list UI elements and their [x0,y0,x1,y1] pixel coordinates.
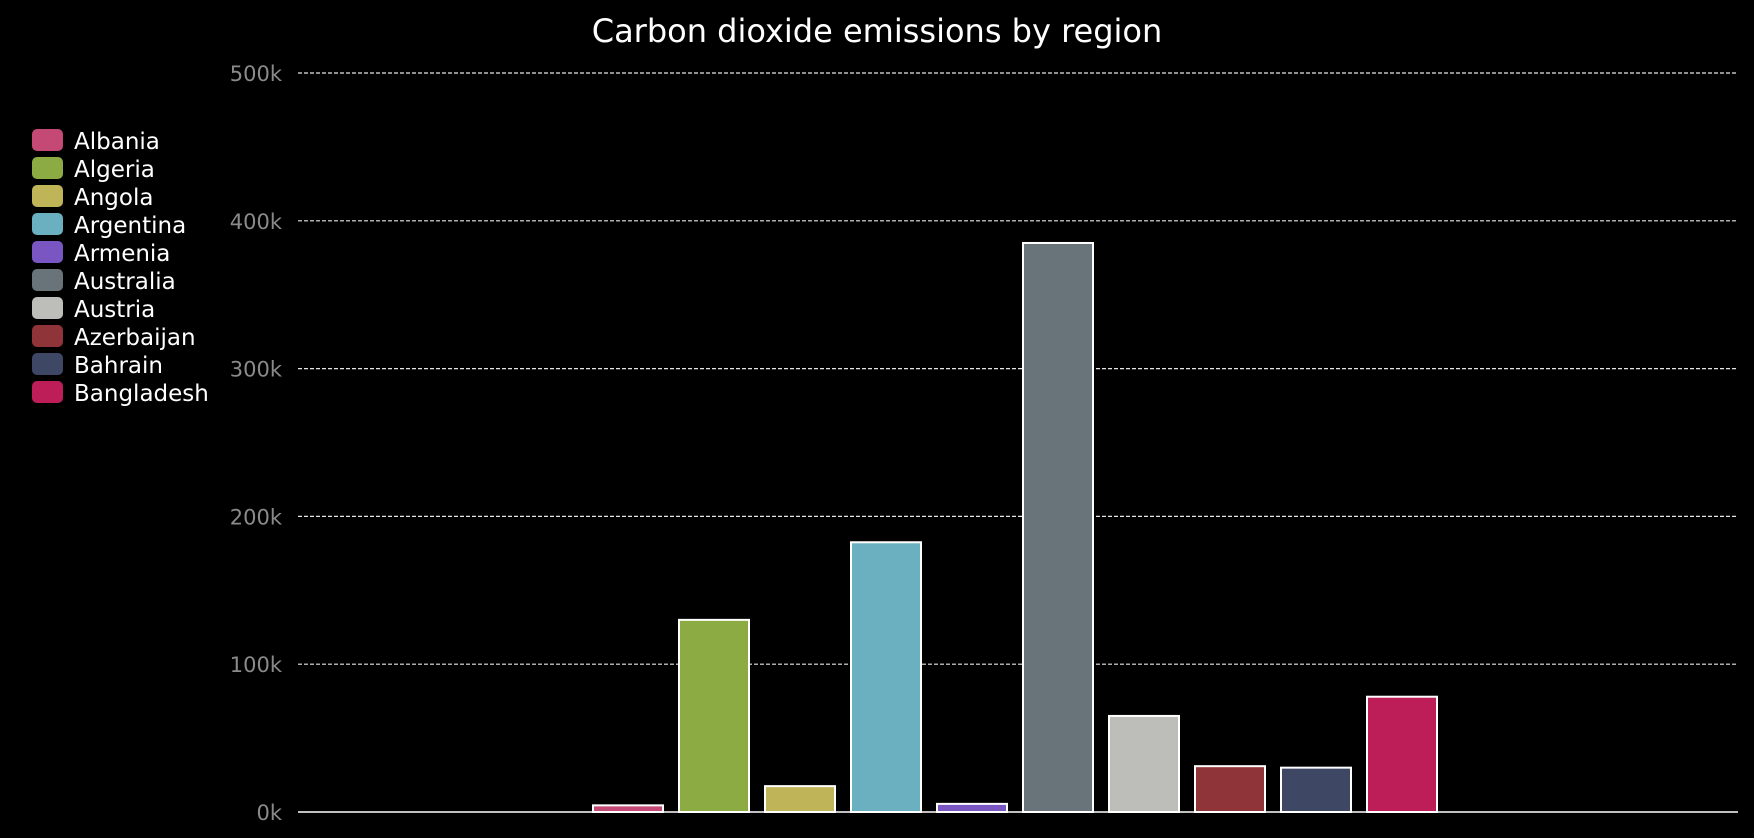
bar-algeria [678,618,750,813]
legend-label: Algeria [74,157,155,183]
chart-title: Carbon dioxide emissions by region [592,12,1163,50]
legend-swatch [32,297,63,319]
bar-azerbaijan [1194,765,1266,814]
y-tick-label: 100k [230,653,283,677]
legend-swatch [32,381,63,403]
bar-albania [592,804,664,813]
bar-argentina [850,541,922,813]
legend-label: Bahrain [74,353,163,379]
legend-label: Armenia [74,241,170,267]
grid-layer [298,72,1738,665]
bar-angola [764,785,836,814]
legend-label: Azerbaijan [74,325,196,351]
y-tick-label: 400k [230,210,283,234]
bar-layer [592,241,1438,814]
legend-swatch [32,157,63,179]
bar-austria [1108,714,1180,813]
legend-swatch [32,185,63,207]
y-axis-ticks: 0k 100k 200k 300k 400k 500k [230,62,283,825]
bar-bahrain [1280,766,1352,813]
legend-label: Austria [74,297,155,323]
y-tick-label: 0k [256,801,282,825]
legend-swatch [32,269,63,291]
bar-australia [1022,241,1094,814]
y-tick-label: 200k [230,505,283,529]
legend-swatch [32,241,63,263]
bar-armenia [936,802,1008,813]
legend: AlbaniaAlgeriaAngolaArgentinaArmeniaAust… [32,129,209,407]
legend-swatch [32,353,63,375]
legend-label: Albania [74,129,160,155]
y-tick-label: 500k [230,62,283,86]
legend-swatch [32,213,63,235]
legend-label: Bangladesh [74,381,209,407]
legend-swatch [32,325,63,347]
legend-label: Australia [74,269,176,295]
legend-label: Angola [74,185,153,211]
bar-bangladesh [1366,695,1438,813]
y-tick-label: 300k [230,358,283,382]
legend-swatch [32,129,63,151]
legend-label: Argentina [74,213,186,239]
